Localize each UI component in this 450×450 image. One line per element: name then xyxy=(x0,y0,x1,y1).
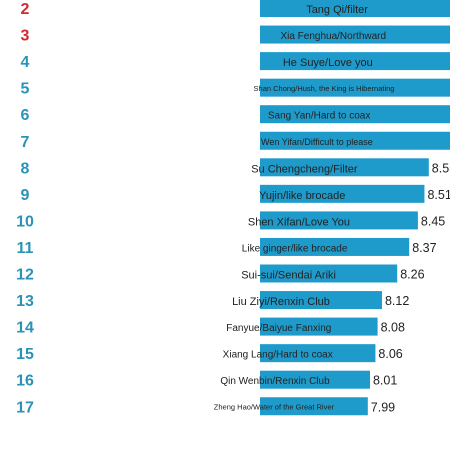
category-label: He Suye/Love you xyxy=(283,57,373,69)
category-label: Fanyue/Baiyue Fanxing xyxy=(226,323,331,334)
value-label: 8.45 xyxy=(421,214,445,228)
rank-number: 6 xyxy=(21,107,30,124)
bar xyxy=(260,211,418,230)
category-label: Tang Qi/filter xyxy=(306,4,368,16)
rank-number: 13 xyxy=(16,293,34,310)
bar xyxy=(260,370,370,389)
value-label: 8.37 xyxy=(412,241,436,255)
bar xyxy=(260,0,450,17)
value-label: 8.01 xyxy=(373,374,397,388)
rank-number: 14 xyxy=(16,320,34,337)
value-label: 7.99 xyxy=(371,400,395,414)
bar xyxy=(260,184,425,203)
category-label: Wen Yifan/Difficult to please xyxy=(261,137,373,147)
bar xyxy=(260,158,429,177)
category-label: Sui-sui/Sendai Ariki xyxy=(241,270,336,282)
rank-number: 7 xyxy=(21,134,30,151)
rank-number: 9 xyxy=(21,187,30,204)
rank-number: 12 xyxy=(16,267,34,284)
rank-number: 5 xyxy=(21,81,30,98)
value-label: 8.08 xyxy=(381,321,405,335)
bar xyxy=(260,131,450,150)
rank-number: 17 xyxy=(16,399,34,416)
rank-number: 11 xyxy=(17,240,34,257)
bar xyxy=(260,397,368,416)
category-label: Yujin/like brocade xyxy=(259,190,345,202)
value-label: 8.06 xyxy=(378,347,402,361)
value-label: 8.55 xyxy=(432,161,450,175)
bar xyxy=(260,237,410,256)
bar xyxy=(260,105,450,124)
value-label: 8.51 xyxy=(427,188,450,202)
bar xyxy=(260,78,450,97)
value-label: 8.26 xyxy=(400,268,424,282)
bar xyxy=(260,52,450,71)
rank-number: 10 xyxy=(16,213,34,230)
category-label: Liu Ziyi/Renxin Club xyxy=(232,296,330,308)
category-label: Like ginger/like brocade xyxy=(242,243,348,254)
bar xyxy=(260,291,382,310)
category-label: Sang Yan/Hard to coax xyxy=(268,111,370,122)
rank-number: 8 xyxy=(21,160,30,177)
category-label: Xia Fenghua/Northward xyxy=(280,31,386,42)
value-label: 8.12 xyxy=(385,294,409,308)
bar xyxy=(260,264,398,283)
category-label: Xiang Lang/Hard to coax xyxy=(223,350,333,361)
category-label: Shan Chong/Hush, the King is Hibernating xyxy=(254,84,395,93)
category-label: Shen Xifan/Love You xyxy=(248,216,350,228)
bar xyxy=(260,317,378,336)
rank-number: 2 xyxy=(21,1,30,18)
rank-number: 3 xyxy=(21,28,30,45)
rank-number: 15 xyxy=(16,346,34,363)
category-label: Zheng Hao/Water of the Great River xyxy=(214,403,335,412)
bar xyxy=(260,344,376,363)
category-label: Qin Wenbin/Renxin Club xyxy=(220,376,330,387)
rank-number: 16 xyxy=(16,373,34,390)
bar xyxy=(260,25,450,44)
category-label: Su Chengcheng/Filter xyxy=(251,163,358,175)
rank-number: 4 xyxy=(21,54,30,71)
